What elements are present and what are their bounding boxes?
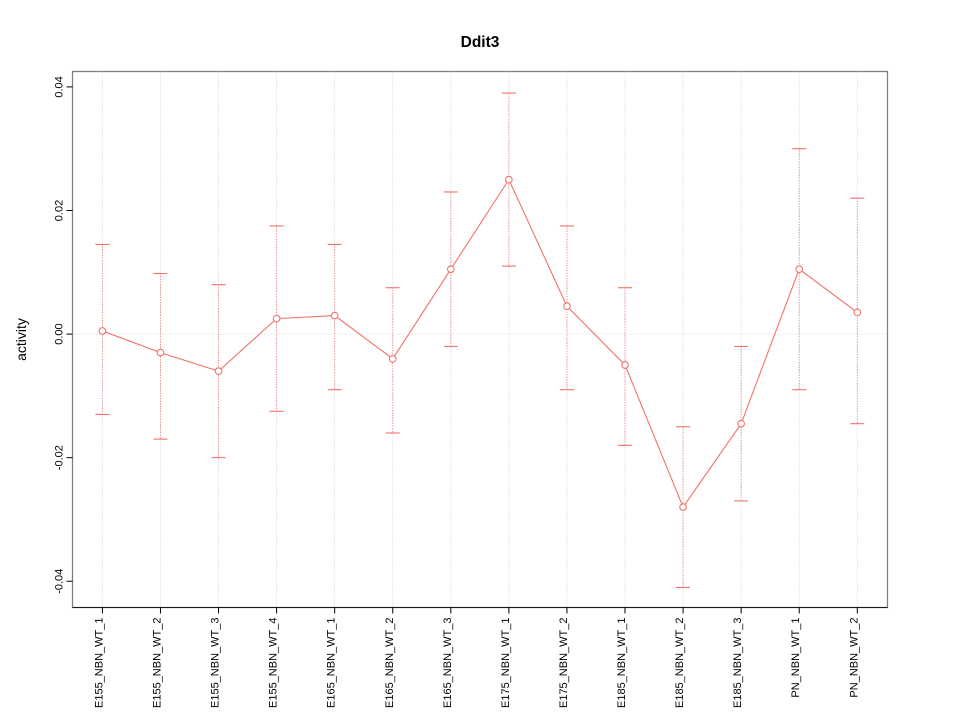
svg-text:PN_NBN_WT_1: PN_NBN_WT_1 bbox=[790, 618, 802, 698]
svg-text:-0.02: -0.02 bbox=[54, 445, 66, 470]
svg-text:E155_NBN_WT_4: E155_NBN_WT_4 bbox=[268, 618, 280, 709]
svg-text:E165_NBN_WT_1: E165_NBN_WT_1 bbox=[326, 618, 338, 709]
svg-text:E185_NBN_WT_1: E185_NBN_WT_1 bbox=[616, 618, 628, 709]
svg-text:E155_NBN_WT_3: E155_NBN_WT_3 bbox=[210, 618, 222, 709]
svg-text:E165_NBN_WT_3: E165_NBN_WT_3 bbox=[442, 618, 454, 709]
svg-text:0.02: 0.02 bbox=[54, 200, 66, 221]
svg-text:E185_NBN_WT_3: E185_NBN_WT_3 bbox=[732, 618, 744, 709]
svg-text:0.04: 0.04 bbox=[54, 76, 66, 97]
svg-text:0.00: 0.00 bbox=[54, 323, 66, 344]
svg-text:Ddit3: Ddit3 bbox=[461, 34, 500, 51]
svg-text:E155_NBN_WT_2: E155_NBN_WT_2 bbox=[151, 618, 163, 709]
svg-text:E185_NBN_WT_2: E185_NBN_WT_2 bbox=[674, 618, 686, 709]
svg-text:PN_NBN_WT_2: PN_NBN_WT_2 bbox=[848, 618, 860, 698]
svg-text:activity: activity bbox=[13, 318, 29, 361]
svg-text:-0.04: -0.04 bbox=[54, 569, 66, 594]
svg-text:E165_NBN_WT_2: E165_NBN_WT_2 bbox=[384, 618, 396, 709]
svg-text:E155_NBN_WT_1: E155_NBN_WT_1 bbox=[93, 618, 105, 709]
svg-text:E175_NBN_WT_2: E175_NBN_WT_2 bbox=[558, 618, 570, 709]
svg-text:E175_NBN_WT_1: E175_NBN_WT_1 bbox=[500, 618, 512, 709]
